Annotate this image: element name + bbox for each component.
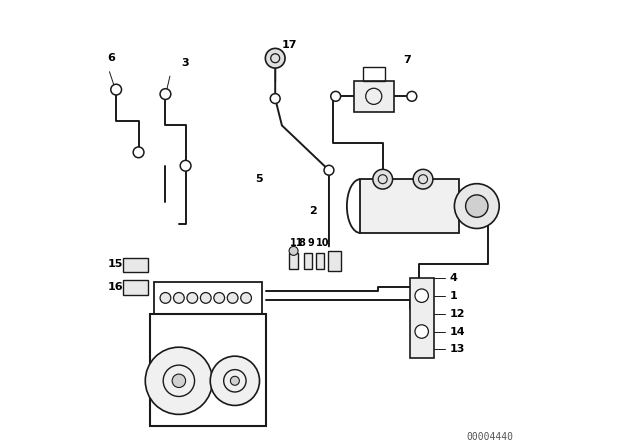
Text: 2: 2 [309,206,317,215]
Circle shape [373,169,392,189]
Circle shape [415,325,428,338]
Circle shape [413,169,433,189]
Bar [328,251,341,271]
Circle shape [214,293,225,303]
Circle shape [270,94,280,103]
Text: 15: 15 [108,259,123,269]
Bar [410,278,435,358]
Circle shape [227,293,238,303]
Bar [154,282,262,314]
Bar [360,179,459,233]
Circle shape [187,293,198,303]
Text: 5: 5 [255,174,262,184]
Circle shape [407,91,417,101]
Circle shape [180,160,191,171]
Circle shape [241,293,252,303]
Bar [353,81,394,112]
Circle shape [415,289,428,302]
Bar [362,67,385,81]
Text: 3: 3 [181,58,189,68]
Circle shape [413,304,424,314]
Text: 14: 14 [450,327,465,336]
Circle shape [160,89,171,99]
Circle shape [413,282,424,292]
Text: 1: 1 [450,291,458,301]
Bar [123,280,148,295]
Text: 12: 12 [450,309,465,319]
Circle shape [111,84,122,95]
Bar [123,258,148,272]
Circle shape [172,374,186,388]
Text: 13: 13 [450,345,465,354]
Bar [316,253,324,269]
Text: 11: 11 [289,238,303,248]
Text: 9: 9 [307,238,314,248]
Text: 10: 10 [316,238,330,248]
Text: 00004440: 00004440 [467,432,514,442]
Circle shape [160,293,171,303]
Circle shape [266,48,285,68]
Text: 8: 8 [298,238,305,248]
Circle shape [466,195,488,217]
Text: 7: 7 [403,56,411,65]
Bar [150,314,266,426]
Text: 17: 17 [282,40,298,50]
Circle shape [200,293,211,303]
Text: 4: 4 [450,273,458,283]
Text: 6: 6 [108,53,115,63]
Circle shape [331,91,340,101]
Circle shape [173,293,184,303]
Bar [305,253,312,269]
Circle shape [289,246,298,255]
Circle shape [324,165,334,175]
Circle shape [145,347,212,414]
Bar [289,253,298,269]
Circle shape [133,147,144,158]
Text: 16: 16 [108,282,123,292]
Circle shape [210,356,260,405]
Circle shape [454,184,499,228]
Circle shape [230,376,239,385]
